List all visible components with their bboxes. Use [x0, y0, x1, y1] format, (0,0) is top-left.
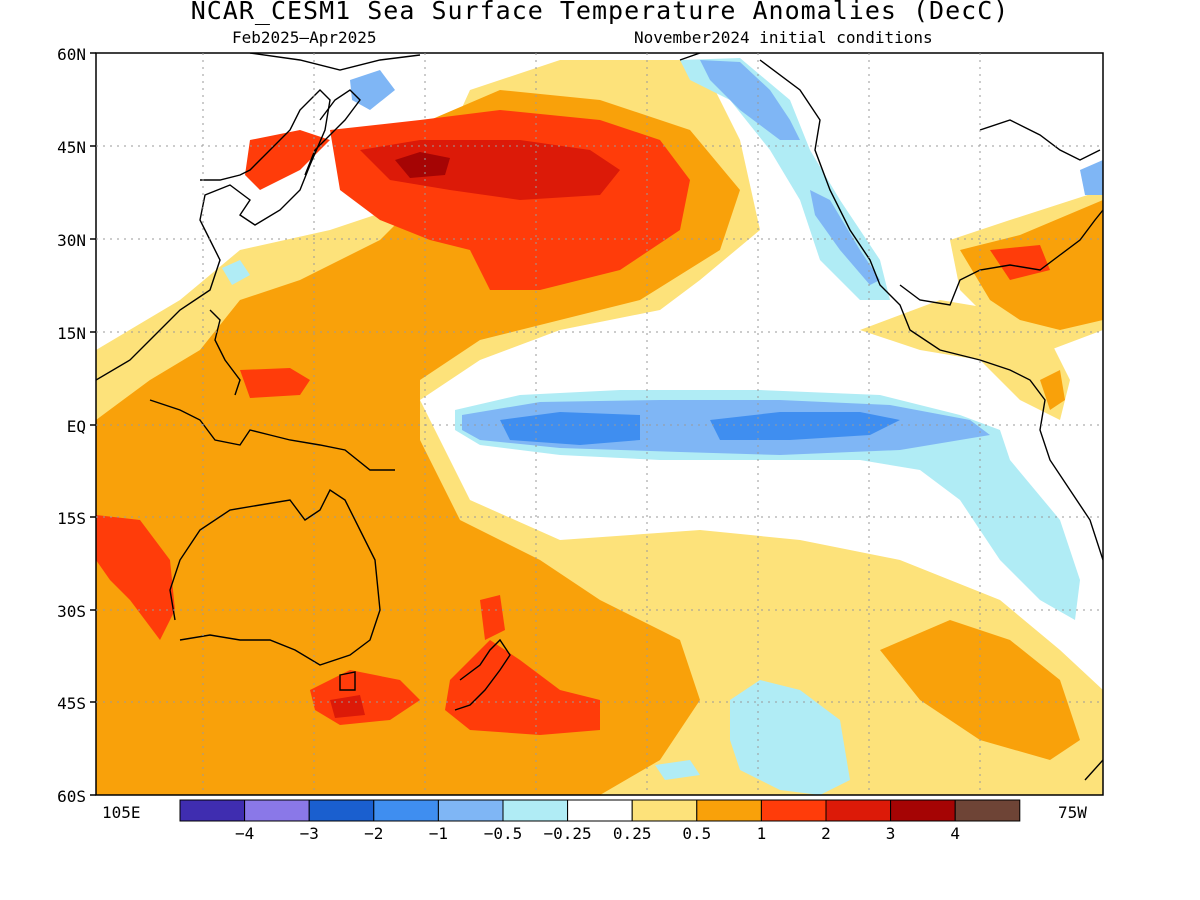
- colorbar-tick-label: −0.5: [484, 824, 523, 843]
- lat-labels: 60N 45N 30N 15N EQ 15S 30S 45S 60S: [57, 45, 86, 806]
- lat-label: 45S: [57, 694, 86, 713]
- colorbar-swatch: [631, 799, 698, 822]
- lat-label: EQ: [67, 417, 86, 436]
- anomaly-field: [96, 53, 1103, 795]
- lat-label: 45N: [57, 138, 86, 157]
- coastlines: [96, 53, 1103, 781]
- forecast-period: Feb2025–Apr2025: [232, 28, 377, 47]
- colorbar-tick-label: 4: [950, 824, 960, 843]
- lat-label: 30S: [57, 602, 86, 621]
- colorbar-swatch: [373, 799, 439, 822]
- colorbar-swatch: [567, 799, 633, 822]
- map-title: NCAR_CESM1 Sea Surface Temperature Anoma…: [190, 0, 1010, 25]
- map-frame: [95, 52, 1104, 796]
- colorbar-tick-label: −0.25: [544, 824, 592, 843]
- colorbar-swatch: [179, 799, 246, 822]
- lon-label-west: 105E: [102, 803, 141, 822]
- lat-label: 30N: [57, 231, 86, 250]
- colorbar-swatch: [760, 799, 827, 822]
- colorbar-swatch: [437, 799, 504, 822]
- colorbar-tick-label: 0.25: [613, 824, 652, 843]
- lat-label: 15S: [57, 509, 86, 528]
- colorbar-tick-label: 0.5: [682, 824, 711, 843]
- colorbar-tick-label: −4: [235, 824, 254, 843]
- colorbar-tick-label: 1: [757, 824, 767, 843]
- colorbar-tick-label: −2: [364, 824, 383, 843]
- colorbar-tick-label: −1: [429, 824, 448, 843]
- colorbar-swatch: [890, 799, 956, 822]
- colorbar-labels: −4 −3 −2 −1 −0.5 −0.25 0.25 0.5 1 2 3 4: [235, 824, 960, 843]
- colorbar-swatch: [954, 799, 1021, 822]
- colorbar-tick-label: −3: [300, 824, 319, 843]
- colorbar-swatches: [179, 799, 1021, 822]
- lat-label: 60N: [57, 45, 86, 64]
- colorbar-swatch: [825, 799, 892, 822]
- colorbar-tick-label: 3: [886, 824, 896, 843]
- lon-label-east: 75W: [1058, 803, 1087, 822]
- colorbar-swatch: [308, 799, 375, 822]
- lat-label: 60S: [57, 787, 86, 806]
- lat-ticks: [90, 52, 96, 796]
- grid-lines: [96, 53, 1103, 795]
- colorbar-swatch: [696, 799, 762, 822]
- lat-label: 15N: [57, 324, 86, 343]
- colorbar-swatch: [244, 799, 310, 822]
- colorbar-tick-label: 2: [821, 824, 831, 843]
- initial-conditions: November2024 initial conditions: [634, 28, 933, 47]
- colorbar-swatch: [502, 799, 569, 822]
